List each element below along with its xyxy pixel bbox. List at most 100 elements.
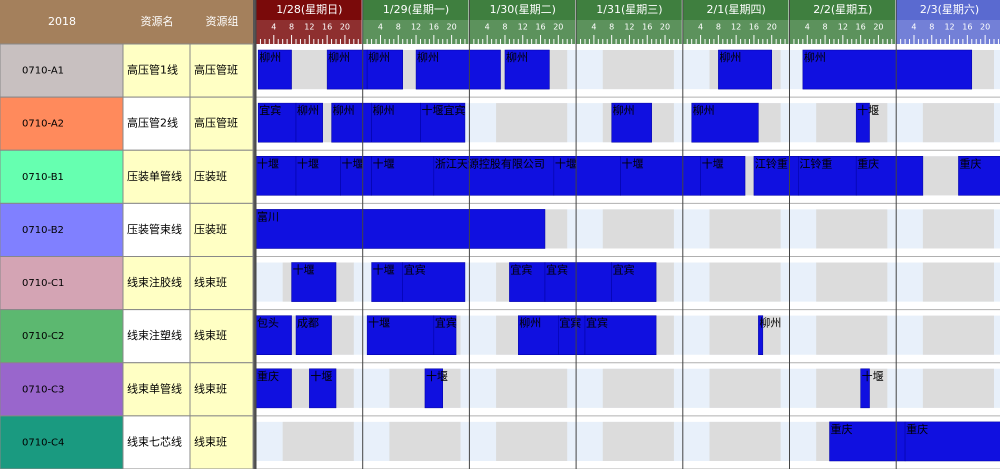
- hour-label: 8: [609, 23, 614, 32]
- id-cell: [0, 149, 124, 204]
- work-band: [496, 368, 568, 408]
- work-band: [816, 103, 888, 143]
- resource-id: 0710-A1: [22, 66, 64, 77]
- id-cell: [0, 415, 124, 469]
- task-bar: [424, 368, 443, 409]
- day-label: 2/3(星期六): [920, 3, 979, 16]
- task-label: 柳州: [719, 50, 741, 64]
- resource-name: 线束注塑线: [127, 328, 182, 342]
- task-label: 宜宾: [613, 263, 635, 277]
- hour-label: 16: [642, 23, 652, 32]
- task-label: 柳州: [328, 50, 350, 64]
- day-header: [576, 0, 682, 20]
- left-header: [0, 0, 253, 44]
- task-label: 十堰: [555, 156, 577, 170]
- resource-name: 线束七芯线: [127, 434, 182, 448]
- day-header: [789, 0, 896, 20]
- day-header: [896, 0, 1000, 20]
- day-header: [256, 0, 362, 20]
- task-label: 宜宾: [559, 316, 581, 330]
- resource-id: 0710-C2: [22, 331, 64, 342]
- day-header: [682, 0, 789, 20]
- task-bar: [518, 315, 559, 355]
- task-bar: [257, 49, 292, 90]
- work-band: [922, 103, 995, 143]
- task-label: 宜宾: [259, 103, 281, 117]
- hour-label: 4: [378, 23, 383, 32]
- task-label: 十堰: [293, 263, 315, 277]
- hour-label: 12: [518, 23, 528, 32]
- id-cell: [0, 256, 124, 311]
- task-label: 宜宾: [435, 316, 457, 330]
- task-label: 十堰: [702, 156, 724, 170]
- task-label: 柳州: [259, 50, 281, 64]
- task-label: 十堰宜宾: [421, 103, 465, 117]
- resource-name: 线束注胶线: [127, 275, 182, 289]
- task-label: 重庆: [959, 156, 981, 170]
- resource-name: 高压管2线: [127, 116, 178, 130]
- work-band: [816, 262, 888, 302]
- task-bar: [309, 368, 337, 409]
- name-cell: [122, 149, 191, 204]
- task-label: 重庆: [831, 422, 853, 436]
- task-bar: [420, 102, 466, 143]
- task-bar: [758, 315, 764, 355]
- task-bar: [509, 262, 546, 302]
- resource-name: 高压管1线: [127, 63, 178, 77]
- task-label: 重庆: [857, 156, 879, 170]
- task-label: 十堰: [368, 316, 390, 330]
- hour-label: 12: [944, 23, 954, 32]
- task-bar: [558, 315, 586, 355]
- work-band: [602, 368, 674, 408]
- hour-label: 4: [911, 23, 916, 32]
- task-bar: [371, 262, 403, 302]
- hour-label: 16: [856, 23, 866, 32]
- day-label: 1/28(星期日): [276, 3, 342, 16]
- work-band: [816, 368, 888, 408]
- hour-label: 8: [716, 23, 721, 32]
- task-label: 包头: [257, 317, 279, 330]
- work-band: [496, 103, 568, 143]
- task-bar: [371, 102, 421, 143]
- task-label: 宜宾: [404, 263, 426, 277]
- day-label: 2/1(星期四): [707, 3, 766, 16]
- task-bar: [544, 262, 612, 302]
- task-bar: [855, 102, 870, 143]
- task-label: 江铃重: [799, 156, 832, 170]
- task-label: 富川: [257, 209, 279, 223]
- day-label: 2/2(星期五): [813, 3, 872, 16]
- task-label: 宜宾: [586, 316, 608, 330]
- name-cell: [122, 96, 191, 151]
- resource-group: 线束班: [194, 328, 227, 342]
- task-bar: [402, 262, 466, 302]
- task-label: 十堰: [297, 156, 319, 170]
- hour-label: 20: [340, 23, 350, 32]
- task-label: 柳州: [333, 103, 355, 117]
- work-band: [922, 262, 995, 302]
- day-label: 1/30(星期二): [490, 3, 556, 16]
- task-bar: [553, 156, 621, 196]
- day-label: 1/29(星期一): [383, 3, 449, 16]
- hour-label: 12: [838, 23, 848, 32]
- work-band: [602, 50, 674, 90]
- task-bar: [255, 315, 292, 355]
- task-bar: [504, 49, 550, 90]
- task-label: 十堰: [857, 103, 879, 117]
- group-cell: [189, 202, 254, 257]
- work-band: [922, 368, 995, 408]
- task-label: 十堰: [862, 369, 884, 383]
- resource-name: 线束单管线: [127, 381, 182, 395]
- work-band: [709, 209, 781, 249]
- hour-label: 16: [962, 23, 972, 32]
- task-label: 柳州: [506, 50, 528, 64]
- name-cell: [122, 362, 191, 417]
- day-header: [362, 0, 469, 20]
- task-label: 浙江天源控股有限公司: [435, 156, 545, 170]
- task-bar: [340, 156, 372, 196]
- task-bar: [291, 262, 337, 302]
- resource-group: 高压管班: [194, 116, 238, 130]
- task-label: 江铃重: [755, 156, 788, 170]
- resource-id: 0710-B2: [22, 225, 64, 236]
- hour-label: 12: [304, 23, 314, 32]
- hour-label: 8: [823, 23, 828, 32]
